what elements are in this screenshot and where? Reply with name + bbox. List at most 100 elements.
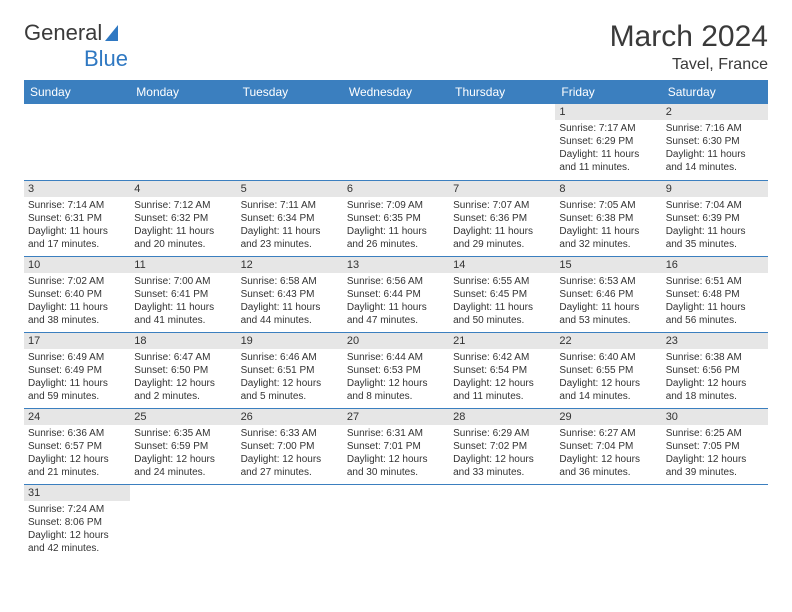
day-number: 19 <box>237 333 343 349</box>
day-details: Sunrise: 6:27 AMSunset: 7:04 PMDaylight:… <box>555 425 661 483</box>
header: General March 2024 Tavel, France <box>24 20 768 74</box>
daylight-line: Daylight: 12 hours and 27 minutes. <box>241 453 339 479</box>
daylight-line: Daylight: 12 hours and 39 minutes. <box>666 453 764 479</box>
sunrise-line: Sunrise: 7:16 AM <box>666 122 764 135</box>
sunset-line: Sunset: 6:35 PM <box>347 212 445 225</box>
sunset-line: Sunset: 6:43 PM <box>241 288 339 301</box>
daylight-line: Daylight: 12 hours and 18 minutes. <box>666 377 764 403</box>
calendar-cell: 8Sunrise: 7:05 AMSunset: 6:38 PMDaylight… <box>555 180 661 256</box>
day-number: 6 <box>343 181 449 197</box>
daylight-line: Daylight: 12 hours and 5 minutes. <box>241 377 339 403</box>
calendar-cell <box>343 104 449 180</box>
calendar-cell: 13Sunrise: 6:56 AMSunset: 6:44 PMDayligh… <box>343 256 449 332</box>
brand-blue: Blue <box>84 46 128 71</box>
sunrise-line: Sunrise: 6:25 AM <box>666 427 764 440</box>
sunset-line: Sunset: 7:04 PM <box>559 440 657 453</box>
daylight-line: Daylight: 11 hours and 20 minutes. <box>134 225 232 251</box>
day-number: 29 <box>555 409 661 425</box>
day-details: Sunrise: 6:55 AMSunset: 6:45 PMDaylight:… <box>449 273 555 331</box>
weekday-header: Saturday <box>662 80 768 104</box>
sunset-line: Sunset: 6:34 PM <box>241 212 339 225</box>
day-number: 13 <box>343 257 449 273</box>
weekday-header: Wednesday <box>343 80 449 104</box>
calendar-cell: 30Sunrise: 6:25 AMSunset: 7:05 PMDayligh… <box>662 408 768 484</box>
weekday-row: SundayMondayTuesdayWednesdayThursdayFrid… <box>24 80 768 104</box>
calendar-cell: 14Sunrise: 6:55 AMSunset: 6:45 PMDayligh… <box>449 256 555 332</box>
daylight-line: Daylight: 12 hours and 30 minutes. <box>347 453 445 479</box>
sunset-line: Sunset: 6:39 PM <box>666 212 764 225</box>
sunrise-line: Sunrise: 6:56 AM <box>347 275 445 288</box>
day-details: Sunrise: 7:16 AMSunset: 6:30 PMDaylight:… <box>662 120 768 178</box>
day-details: Sunrise: 7:00 AMSunset: 6:41 PMDaylight:… <box>130 273 236 331</box>
sunset-line: Sunset: 7:05 PM <box>666 440 764 453</box>
day-details: Sunrise: 7:17 AMSunset: 6:29 PMDaylight:… <box>555 120 661 178</box>
daylight-line: Daylight: 11 hours and 23 minutes. <box>241 225 339 251</box>
day-number: 28 <box>449 409 555 425</box>
calendar-row: 24Sunrise: 6:36 AMSunset: 6:57 PMDayligh… <box>24 408 768 484</box>
month-title: March 2024 <box>610 20 768 54</box>
sunset-line: Sunset: 6:50 PM <box>134 364 232 377</box>
sunrise-line: Sunrise: 6:31 AM <box>347 427 445 440</box>
weekday-header: Tuesday <box>237 80 343 104</box>
sunset-line: Sunset: 6:30 PM <box>666 135 764 148</box>
sunrise-line: Sunrise: 6:46 AM <box>241 351 339 364</box>
day-details: Sunrise: 6:31 AMSunset: 7:01 PMDaylight:… <box>343 425 449 483</box>
day-number: 9 <box>662 181 768 197</box>
daylight-line: Daylight: 11 hours and 35 minutes. <box>666 225 764 251</box>
sunrise-line: Sunrise: 7:09 AM <box>347 199 445 212</box>
title-block: March 2024 Tavel, France <box>610 20 768 74</box>
day-details: Sunrise: 6:25 AMSunset: 7:05 PMDaylight:… <box>662 425 768 483</box>
sunrise-line: Sunrise: 6:51 AM <box>666 275 764 288</box>
calendar-table: SundayMondayTuesdayWednesdayThursdayFrid… <box>24 80 768 560</box>
daylight-line: Daylight: 11 hours and 50 minutes. <box>453 301 551 327</box>
calendar-cell <box>343 484 449 560</box>
daylight-line: Daylight: 12 hours and 33 minutes. <box>453 453 551 479</box>
day-number: 16 <box>662 257 768 273</box>
day-details: Sunrise: 7:14 AMSunset: 6:31 PMDaylight:… <box>24 197 130 255</box>
calendar-cell: 4Sunrise: 7:12 AMSunset: 6:32 PMDaylight… <box>130 180 236 256</box>
sunrise-line: Sunrise: 7:14 AM <box>28 199 126 212</box>
daylight-line: Daylight: 12 hours and 36 minutes. <box>559 453 657 479</box>
sunrise-line: Sunrise: 6:36 AM <box>28 427 126 440</box>
calendar-cell <box>237 484 343 560</box>
weekday-header: Monday <box>130 80 236 104</box>
weekday-header: Sunday <box>24 80 130 104</box>
calendar-cell: 3Sunrise: 7:14 AMSunset: 6:31 PMDaylight… <box>24 180 130 256</box>
day-number: 18 <box>130 333 236 349</box>
sunrise-line: Sunrise: 6:53 AM <box>559 275 657 288</box>
calendar-cell: 28Sunrise: 6:29 AMSunset: 7:02 PMDayligh… <box>449 408 555 484</box>
day-details: Sunrise: 7:04 AMSunset: 6:39 PMDaylight:… <box>662 197 768 255</box>
calendar-cell: 1Sunrise: 7:17 AMSunset: 6:29 PMDaylight… <box>555 104 661 180</box>
calendar-cell <box>449 104 555 180</box>
sunrise-line: Sunrise: 7:07 AM <box>453 199 551 212</box>
day-number: 4 <box>130 181 236 197</box>
calendar-cell: 7Sunrise: 7:07 AMSunset: 6:36 PMDaylight… <box>449 180 555 256</box>
daylight-line: Daylight: 12 hours and 8 minutes. <box>347 377 445 403</box>
sunset-line: Sunset: 6:54 PM <box>453 364 551 377</box>
day-number: 17 <box>24 333 130 349</box>
calendar-cell: 20Sunrise: 6:44 AMSunset: 6:53 PMDayligh… <box>343 332 449 408</box>
sunrise-line: Sunrise: 6:29 AM <box>453 427 551 440</box>
sunrise-line: Sunrise: 6:33 AM <box>241 427 339 440</box>
calendar-cell <box>449 484 555 560</box>
calendar-cell: 10Sunrise: 7:02 AMSunset: 6:40 PMDayligh… <box>24 256 130 332</box>
daylight-line: Daylight: 12 hours and 14 minutes. <box>559 377 657 403</box>
daylight-line: Daylight: 11 hours and 14 minutes. <box>666 148 764 174</box>
sunrise-line: Sunrise: 6:27 AM <box>559 427 657 440</box>
daylight-line: Daylight: 11 hours and 44 minutes. <box>241 301 339 327</box>
day-details: Sunrise: 6:40 AMSunset: 6:55 PMDaylight:… <box>555 349 661 407</box>
sunrise-line: Sunrise: 6:38 AM <box>666 351 764 364</box>
sunset-line: Sunset: 6:29 PM <box>559 135 657 148</box>
day-number: 8 <box>555 181 661 197</box>
calendar-cell: 25Sunrise: 6:35 AMSunset: 6:59 PMDayligh… <box>130 408 236 484</box>
brand-blue-wrap: Blue <box>24 46 128 72</box>
sunrise-line: Sunrise: 7:00 AM <box>134 275 232 288</box>
calendar-cell <box>237 104 343 180</box>
calendar-cell: 27Sunrise: 6:31 AMSunset: 7:01 PMDayligh… <box>343 408 449 484</box>
calendar-cell: 15Sunrise: 6:53 AMSunset: 6:46 PMDayligh… <box>555 256 661 332</box>
calendar-cell <box>130 484 236 560</box>
day-number: 25 <box>130 409 236 425</box>
sunset-line: Sunset: 6:31 PM <box>28 212 126 225</box>
sunset-line: Sunset: 6:36 PM <box>453 212 551 225</box>
day-number: 3 <box>24 181 130 197</box>
